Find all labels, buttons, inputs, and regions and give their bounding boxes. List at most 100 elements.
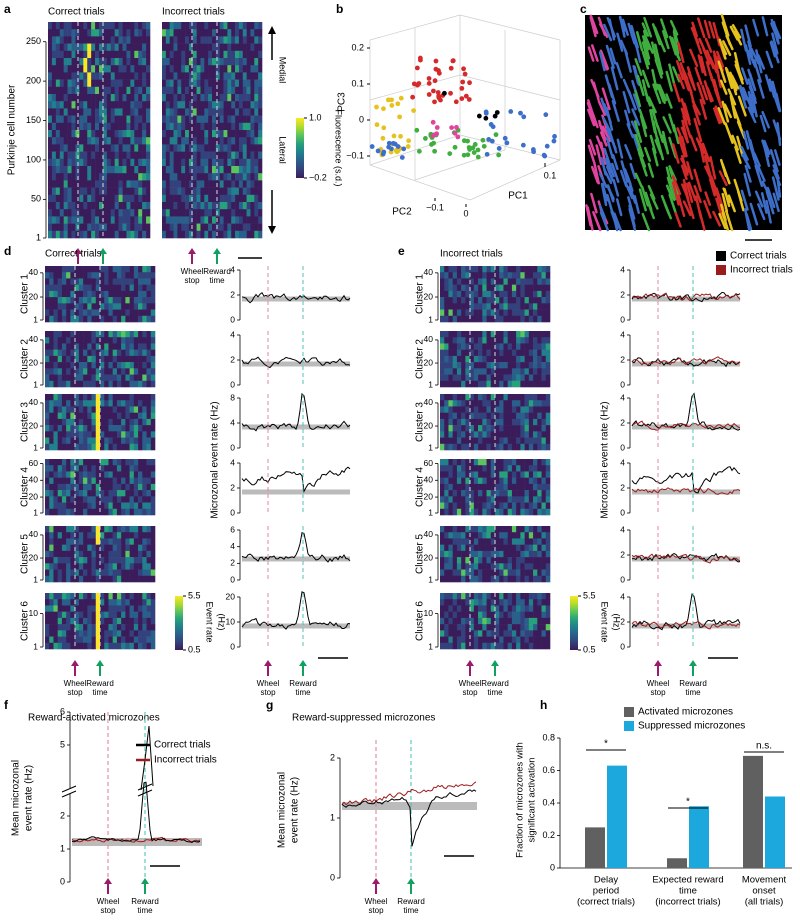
heatmap-cell [541, 532, 547, 539]
heatmap-cell [125, 349, 130, 357]
heatmap-cell [79, 29, 84, 37]
heatmap-cell [87, 50, 92, 59]
heatmap-cell [95, 65, 100, 73]
heatmap-cell [112, 278, 118, 285]
heatmap-cell [125, 538, 130, 545]
heatmap-cell [212, 72, 217, 80]
heatmap-cell [537, 538, 542, 545]
heatmap-cell [177, 43, 182, 52]
scatter-dot [480, 137, 486, 143]
heatmap-cell [238, 72, 244, 80]
panel-label: c [580, 2, 587, 16]
heatmap-cell [102, 230, 108, 239]
heatmap-cell [83, 636, 88, 644]
heatmap-cell [490, 471, 496, 478]
heatmap-cell [520, 374, 525, 382]
y-tick-label: 0 [230, 314, 235, 324]
heatmap-cell [142, 122, 147, 131]
heatmap-cell [196, 29, 201, 37]
heatmap-cell [91, 223, 96, 232]
heatmap-cell [235, 122, 240, 131]
heatmap-cell [499, 394, 504, 401]
heatmap-cell [452, 355, 458, 363]
heatmap-cell [142, 496, 147, 503]
heatmap-cell [208, 130, 213, 138]
scatter-dot [483, 110, 489, 116]
heatmap-cell [495, 532, 500, 539]
heatmap-cell [142, 642, 147, 650]
scatter-dot [381, 149, 387, 155]
heatmap-cell [499, 471, 504, 478]
heatmap-cell [142, 343, 147, 350]
cell-segment [587, 144, 595, 163]
heatmap-cell [104, 599, 109, 606]
heatmap-cell [129, 343, 135, 350]
heatmap-cell [95, 437, 101, 445]
heatmap-cell [61, 538, 67, 545]
heatmap-cell [87, 137, 92, 145]
y-tick-label: 20 [29, 491, 39, 501]
heatmap-cell [108, 483, 113, 491]
scatter-dot [426, 81, 432, 86]
heatmap-cell [66, 477, 71, 485]
heatmap-cell [465, 477, 470, 485]
heatmap-cell [114, 65, 119, 73]
heatmap-cell [461, 459, 466, 466]
heatmap-cell [138, 349, 143, 357]
heatmap-cell [121, 538, 126, 545]
heatmap-cell [511, 337, 517, 344]
z-axis-label: PC3 [337, 92, 348, 112]
heatmap-cell [116, 355, 122, 363]
heatmap-cell [142, 538, 147, 545]
heatmap-cell [106, 122, 112, 131]
heatmap-cell [165, 230, 170, 239]
heatmap-cell [541, 400, 547, 407]
cell-segment [719, 79, 728, 95]
heatmap-cell [49, 278, 54, 285]
heatmap-cell [208, 108, 213, 116]
heatmap-cell [511, 400, 517, 407]
heatmap-cell [83, 79, 88, 88]
heatmap-cell [121, 599, 126, 606]
heatmap-cell [108, 343, 113, 350]
heatmap-cell [106, 101, 112, 109]
heatmap-cell [51, 202, 57, 210]
heatmap-cell [142, 29, 147, 37]
heatmap-cell [541, 465, 547, 472]
heatmap-cell [452, 563, 458, 570]
scatter-dot [411, 108, 417, 113]
heatmap-cell [192, 22, 197, 30]
heatmap-cell [258, 209, 263, 217]
heatmap-cell [53, 431, 58, 438]
heatmap-cell [482, 575, 487, 583]
heatmap-cell [134, 94, 139, 102]
heatmap-cell [177, 115, 182, 124]
heatmap-cell [129, 425, 135, 432]
heatmap-cell [142, 309, 147, 317]
scatter-dot [434, 125, 440, 130]
panel-label: f [4, 698, 9, 712]
y-tick-label: 40 [29, 529, 39, 539]
heatmap-cell [48, 130, 53, 138]
heatmap-cell [242, 158, 247, 167]
heatmap-cell [70, 362, 75, 369]
heatmap-cell [473, 272, 479, 279]
heatmap-cell [192, 101, 197, 109]
heatmap-cell [83, 130, 88, 138]
heatmap-cell [440, 368, 445, 375]
heatmap-cell [91, 496, 97, 503]
heatmap-cell [114, 58, 119, 66]
heatmap-cell [452, 412, 458, 420]
heatmap-cell [79, 22, 84, 30]
heatmap-cell [219, 115, 224, 124]
cell-segment [588, 105, 598, 127]
heatmap-cell [461, 368, 466, 375]
heatmap-cell [212, 79, 217, 88]
heatmap-cell [200, 144, 205, 152]
heatmap-cell [150, 331, 156, 338]
heatmap-cell [490, 418, 496, 426]
heatmap-cell [83, 418, 88, 426]
heatmap-cell [59, 22, 64, 30]
heatmap-cell [63, 223, 68, 232]
heatmap-cell [66, 496, 71, 503]
